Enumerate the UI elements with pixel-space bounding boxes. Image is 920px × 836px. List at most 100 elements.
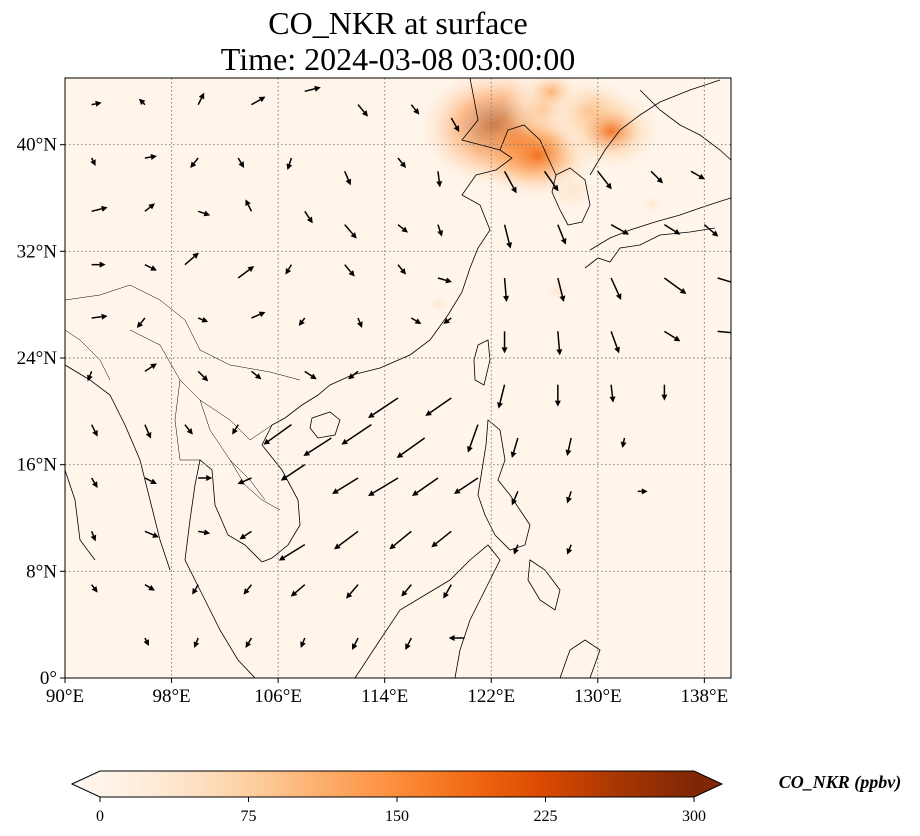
wind-arrow	[610, 277, 622, 300]
wind-arrow	[357, 317, 363, 328]
wind-arrow	[344, 264, 355, 277]
wind-arrow	[410, 317, 422, 324]
tick-label-lon: 98°E	[152, 686, 190, 707]
wind-arrow	[144, 424, 152, 439]
tick-label-lon: 106°E	[254, 686, 302, 707]
wind-arrow	[198, 475, 213, 481]
tick-label-lat: 40°N	[17, 135, 58, 156]
wind-arrow	[510, 437, 519, 458]
wind-arrow	[467, 424, 479, 453]
map-frame	[64, 77, 732, 679]
wind-arrow	[448, 635, 465, 641]
wind-arrow	[450, 117, 460, 132]
title-line-2: Time: 2024-03-08 03:00:00	[221, 41, 575, 77]
wind-arrow	[91, 313, 108, 320]
wind-arrow	[543, 170, 559, 192]
wind-arrow	[344, 224, 357, 239]
wind-arrow	[193, 637, 200, 648]
concentration-hotspot	[627, 186, 675, 223]
colorbar-extend-min	[72, 771, 100, 797]
wind-arrow	[144, 530, 159, 538]
tick-label-lat: 24°N	[17, 348, 58, 369]
wind-arrow	[511, 491, 519, 506]
wind-arrow	[263, 424, 292, 445]
concentration-hotspot	[512, 78, 591, 122]
wind-arrow	[144, 584, 155, 591]
wind-arrow	[237, 266, 255, 279]
wind-arrow	[368, 477, 399, 496]
tick-label-lat: 32°N	[17, 241, 58, 262]
wind-arrow	[192, 584, 199, 595]
wind-arrow	[243, 584, 253, 595]
wind-arrow	[397, 157, 406, 168]
wind-arrow	[144, 263, 157, 271]
concentration-hotspot	[555, 88, 667, 174]
wind-arrow	[91, 205, 108, 213]
wind-arrow	[453, 477, 479, 494]
wind-arrow	[285, 264, 293, 275]
colorbar-label: CO_NKR (ppbv)	[779, 772, 902, 793]
wind-arrow	[397, 264, 406, 275]
wind-arrow	[436, 171, 443, 188]
wind-arrow	[703, 224, 719, 237]
wind-arrow	[334, 530, 359, 550]
wind-arrow	[513, 544, 519, 555]
wind-arrow	[278, 544, 306, 561]
wind-arrow	[90, 477, 98, 488]
colorbar-tick-label: 0	[96, 808, 104, 825]
wind-arrow	[389, 530, 412, 550]
colorbar-gradient	[100, 771, 694, 797]
wind-arrow	[503, 170, 517, 194]
wind-arrow	[251, 311, 266, 319]
wind-arrow	[609, 384, 616, 403]
wind-arrow	[717, 277, 731, 283]
wind-arrow	[232, 424, 239, 435]
wind-arrow	[237, 477, 252, 485]
wind-arrow	[90, 531, 97, 542]
concentration-hotspot	[535, 273, 581, 309]
wind-arrow	[637, 488, 648, 495]
axis-ticks: 90°E 98°E 106°E 114°E 122°E 130°E 138°E 0° 8°N 16…	[17, 135, 729, 707]
gridlines	[65, 78, 731, 678]
wind-arrow	[344, 171, 352, 186]
wind-arrow	[401, 584, 412, 597]
wind-arrow	[610, 331, 620, 354]
wind-arrow	[197, 92, 205, 106]
map-background	[65, 78, 731, 678]
tick-label-lon: 138°E	[681, 686, 729, 707]
wind-arrow	[620, 437, 627, 448]
wind-arrow	[304, 85, 321, 93]
wind-arrow	[661, 384, 668, 401]
colorbar-tick-label: 300	[682, 808, 706, 825]
colorbar: 0 75 150 225 300 CO_NKR (ppbv)	[70, 770, 902, 825]
tick-label-lat: 0°	[40, 668, 57, 689]
wind-arrow	[184, 424, 193, 435]
wind-arrow	[91, 261, 106, 268]
wind-arrow	[597, 170, 612, 190]
wind-arrow	[556, 331, 563, 356]
wind-arrow	[144, 477, 157, 484]
colorbar-ticks: 0 75 150 225 300	[96, 797, 706, 825]
wind-arrow	[300, 637, 306, 648]
tick-label-lon: 90°E	[46, 686, 84, 707]
tick-label-lat: 8°N	[26, 561, 57, 582]
wind-arrow	[443, 317, 452, 324]
wind-arrow	[90, 157, 96, 166]
wind-arrow	[566, 491, 572, 504]
wind-arrow	[197, 210, 211, 217]
wind-arrow	[410, 104, 420, 115]
wind-arrow	[503, 224, 513, 249]
wind-arrow	[251, 96, 266, 106]
wind-arrow	[503, 277, 510, 302]
concentration-field	[414, 78, 675, 322]
wind-arrow	[397, 224, 408, 233]
wind-arrow	[341, 424, 372, 445]
wind-arrow	[245, 637, 253, 648]
wind-arrow	[144, 363, 157, 372]
wind-arrow	[610, 224, 630, 235]
wind-vectors	[87, 85, 731, 650]
wind-arrow	[198, 529, 211, 536]
wind-arrow	[280, 464, 306, 481]
wind-arrow	[303, 437, 332, 456]
